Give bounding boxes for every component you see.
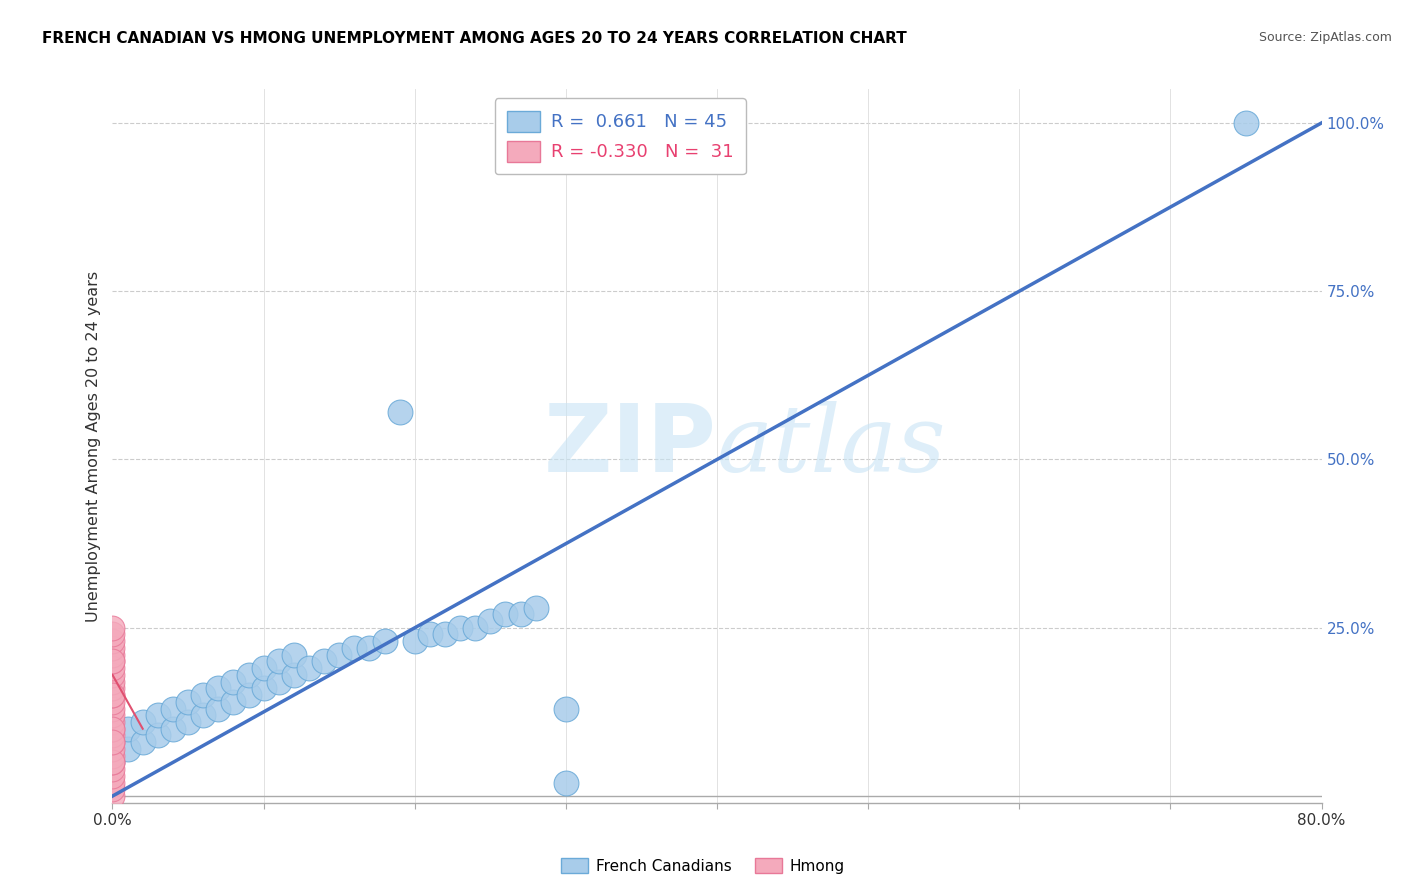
Legend: French Canadians, Hmong: French Canadians, Hmong [555,852,851,880]
Point [509,607,531,622]
Point [419,627,441,641]
Point [464,621,486,635]
Y-axis label: Unemployment Among Ages 20 to 24 years: Unemployment Among Ages 20 to 24 years [86,270,101,622]
Point [101,769,124,783]
Point [101,695,124,709]
Point [146,708,169,723]
Point [1234,116,1257,130]
Point [132,735,155,749]
Point [298,661,321,675]
Point [388,405,411,419]
Point [314,655,336,669]
Point [283,648,305,662]
Point [359,640,381,655]
Point [101,640,124,655]
Point [101,627,124,641]
Point [101,655,124,669]
Text: atlas: atlas [717,401,946,491]
Point [554,701,576,715]
Point [101,782,124,797]
Point [222,695,245,709]
Point [162,701,184,715]
Point [101,789,124,803]
Point [238,688,260,702]
Point [267,655,290,669]
Point [177,695,200,709]
Point [101,756,124,770]
Point [177,714,200,729]
Point [101,714,124,729]
Point [101,661,124,675]
Point [101,748,124,763]
Legend: R =  0.661   N = 45, R = -0.330   N =  31: R = 0.661 N = 45, R = -0.330 N = 31 [495,98,747,174]
Text: Source: ZipAtlas.com: Source: ZipAtlas.com [1258,31,1392,45]
Text: ZIP: ZIP [544,400,717,492]
Point [267,674,290,689]
Point [343,640,366,655]
Point [101,701,124,715]
Point [101,674,124,689]
Point [101,742,124,756]
Point [374,634,396,648]
Point [101,648,124,662]
Point [207,701,229,715]
Point [101,688,124,702]
Point [101,775,124,789]
Text: FRENCH CANADIAN VS HMONG UNEMPLOYMENT AMONG AGES 20 TO 24 YEARS CORRELATION CHAR: FRENCH CANADIAN VS HMONG UNEMPLOYMENT AM… [42,31,907,46]
Point [222,674,245,689]
Point [449,621,471,635]
Point [101,735,124,749]
Point [101,722,124,736]
Point [479,614,502,628]
Point [101,722,124,736]
Point [146,729,169,743]
Point [101,735,124,749]
Point [433,627,456,641]
Point [101,756,124,770]
Point [101,655,124,669]
Point [101,681,124,696]
Point [283,668,305,682]
Point [101,688,124,702]
Point [101,634,124,648]
Point [101,668,124,682]
Point [101,621,124,635]
Point [253,661,276,675]
Point [191,708,214,723]
Point [191,688,214,702]
Point [101,762,124,776]
Point [117,742,139,756]
Point [238,668,260,682]
Point [495,607,517,622]
Point [101,756,124,770]
Point [101,708,124,723]
Point [207,681,229,696]
Point [117,722,139,736]
Point [101,729,124,743]
Point [524,600,547,615]
Point [162,722,184,736]
Point [554,775,576,789]
Point [101,735,124,749]
Point [132,714,155,729]
Point [253,681,276,696]
Point [404,634,426,648]
Point [328,648,350,662]
